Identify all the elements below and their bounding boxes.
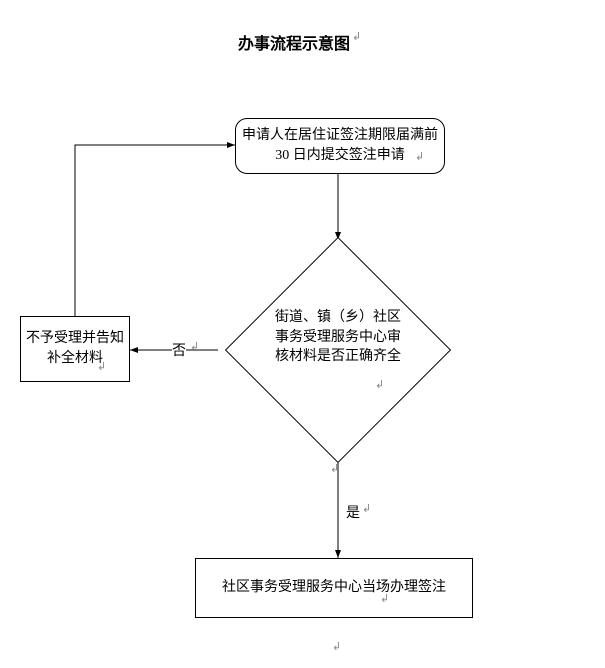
node-start: 申请人在居住证签注期限届满前 30 日内提交签注申请 — [235, 118, 445, 174]
node-decision: 街道、镇（乡）社区事务受理服务中心审核材料是否正确齐全 — [218, 240, 458, 460]
node-reject-text: 不予受理并告知补全材料 — [25, 329, 125, 368]
node-decision-text: 街道、镇（乡）社区事务受理服务中心审核材料是否正确齐全 — [273, 308, 403, 367]
return-glyph-no: ↲ — [190, 340, 199, 353]
return-glyph-yes: ↲ — [362, 502, 371, 515]
return-glyph-reject: ↲ — [97, 360, 106, 373]
return-glyph-footer: ↲ — [332, 640, 341, 653]
return-glyph-end: ↲ — [380, 592, 389, 605]
node-end-text: 社区事务受理服务中心当场办理签注 — [222, 578, 446, 598]
return-glyph-arrow: ↲ — [330, 462, 339, 475]
node-start-text: 申请人在居住证签注期限届满前 30 日内提交签注申请 — [240, 126, 440, 165]
return-glyph-start: ↲ — [415, 150, 424, 163]
return-glyph-title: ↲ — [352, 30, 361, 43]
node-reject: 不予受理并告知补全材料 — [20, 316, 130, 382]
node-end: 社区事务受理服务中心当场办理签注 — [195, 558, 473, 618]
return-glyph-decision: ↲ — [375, 378, 384, 391]
page-title: 办事流程示意图 — [238, 30, 350, 54]
edge-label-no: 否 — [172, 340, 186, 360]
edge-label-yes: 是 — [346, 502, 360, 522]
